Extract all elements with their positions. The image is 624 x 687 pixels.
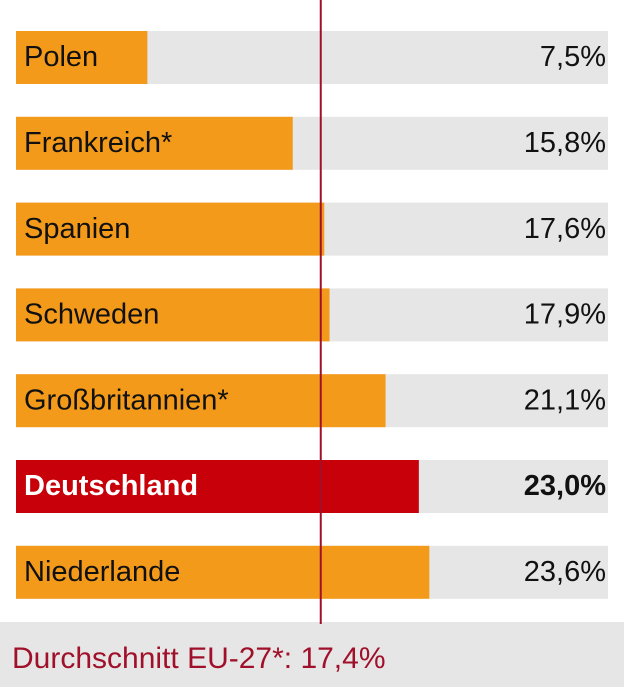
value-label: 21,1%: [524, 384, 606, 416]
category-label: Polen: [24, 41, 98, 73]
reference-label: Durchschnitt EU-27*: 17,4%: [12, 642, 386, 675]
value-label: 17,9%: [524, 299, 606, 331]
value-label: 15,8%: [524, 127, 606, 159]
category-label: Frankreich*: [24, 127, 172, 159]
value-label: 23,6%: [524, 556, 606, 588]
bar: [16, 374, 386, 428]
footer-background: [0, 622, 624, 687]
category-label: Schweden: [24, 299, 159, 331]
bar: [16, 202, 325, 256]
value-label: 23,0%: [524, 470, 606, 502]
category-label: Großbritannien*: [24, 384, 229, 416]
category-label: Niederlande: [24, 556, 180, 588]
value-label: 7,5%: [540, 41, 606, 73]
bar: [16, 460, 419, 513]
value-label: 17,6%: [524, 213, 606, 245]
bar: [16, 288, 330, 342]
category-label: Spanien: [24, 213, 130, 245]
category-label: Deutschland: [24, 470, 198, 502]
bar: [16, 116, 293, 170]
bar: [16, 31, 148, 84]
bar: [16, 545, 430, 599]
